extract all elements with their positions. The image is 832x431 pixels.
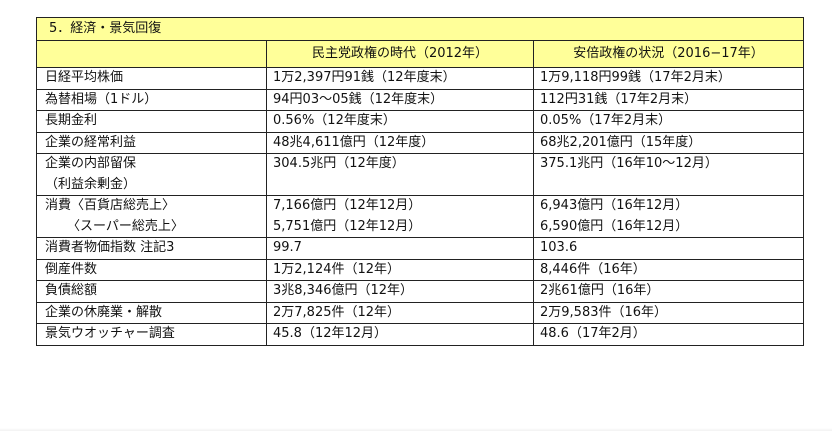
cell-dpj-total-debt: 3兆8,346億円（12年） — [266, 280, 534, 303]
row-label-business-closures: 企業の休廃業・解散 — [36, 301, 267, 324]
row-label-supermarket: 〈スーパー総売上〉 — [67, 218, 184, 234]
cell-abe-nikkei: 1万9,118円99銭（17年2月末） — [532, 67, 805, 90]
table-row: 日経平均株価 1万2,397円91銭（12年度末） 1万9,118円99銭（17… — [36, 67, 805, 90]
cell-dpj-bankruptcies: 1万2,124件（12年） — [266, 258, 534, 281]
row-label-cpi: 消費者物価指数 注記3 — [36, 237, 267, 260]
row-label-retained-earnings-main: 企業の内部留保 — [45, 156, 137, 171]
cell-abe-total-debt: 2兆61億円（16年） — [532, 280, 805, 303]
table-row: 消費〈百貨店総売上〉 〈スーパー総売上〉 7,166億円（12年12月） 5,7… — [36, 195, 805, 238]
cell-abe-exchange-rate: 112円31銭（17年2月末） — [532, 88, 805, 111]
row-label-retained-earnings: 企業の内部留保 （利益余剰金） — [36, 153, 267, 196]
table-row: 長期金利 0.56%（12年度末） 0.05%（17年2月末） — [36, 110, 805, 133]
row-label-bankruptcies: 倒産件数 — [36, 258, 267, 281]
economy-table-sheet: 5．経済・景気回復 民主党政権の時代（2012年） 安倍政権の状況（2016−1… — [35, 17, 805, 346]
cell-abe-department-store: 6,943億円（16年12月） — [540, 198, 689, 213]
cell-dpj-exchange-rate: 94円03〜05銭（12年度末） — [266, 88, 534, 111]
header-dpj-era: 民主党政権の時代（2012年） — [266, 40, 534, 68]
row-label-consumption: 消費〈百貨店総売上〉 〈スーパー総売上〉 — [36, 195, 267, 238]
row-label-total-debt: 負債総額 — [36, 280, 267, 303]
table-row: 企業の内部留保 （利益余剰金） 304.5兆円（12年度） 375.1兆円（16… — [36, 153, 805, 196]
cell-dpj-ordinary-profit: 48兆4,611億円（12年度） — [266, 131, 534, 154]
header-label-cell — [36, 40, 267, 68]
cell-abe-economy-watchers: 48.6（17年2月） — [532, 323, 805, 346]
page-bottom-edge — [0, 428, 832, 431]
economy-comparison-table: 5．経済・景気回復 民主党政権の時代（2012年） 安倍政権の状況（2016−1… — [35, 17, 805, 346]
cell-dpj-consumption: 7,166億円（12年12月） 5,751億円（12年12月） — [266, 195, 534, 238]
cell-abe-long-term-rate: 0.05%（17年2月末） — [532, 110, 805, 133]
table-title-row: 5．経済・景気回復 — [35, 17, 805, 41]
cell-dpj-supermarket: 5,751億円（12年12月） — [273, 218, 422, 234]
row-label-department-store: 消費〈百貨店総売上〉 — [45, 198, 176, 213]
table-row: 為替相場（1ドル） 94円03〜05銭（12年度末） 112円31銭（17年2月… — [36, 88, 805, 111]
row-label-economy-watchers: 景気ウオッチャー調査 — [36, 323, 267, 346]
row-label-long-term-rate: 長期金利 — [36, 110, 267, 133]
row-label-ordinary-profit: 企業の経常利益 — [36, 131, 267, 154]
row-label-retained-earnings-sub: （利益余剰金） — [45, 176, 137, 192]
cell-abe-supermarket: 6,590億円（16年12月） — [540, 218, 689, 234]
cell-dpj-cpi: 99.7 — [266, 237, 534, 260]
cell-dpj-long-term-rate: 0.56%（12年度末） — [266, 110, 534, 133]
section-title: 5．経済・景気回復 — [35, 17, 805, 41]
cell-dpj-nikkei: 1万2,397円91銭（12年度末） — [266, 67, 534, 90]
cell-abe-cpi: 103.6 — [532, 237, 805, 260]
cell-dpj-business-closures: 2万7,825件（12年） — [266, 301, 534, 324]
cell-abe-retained-earnings: 375.1兆円（16年10〜12月） — [532, 153, 805, 196]
cell-dpj-department-store: 7,166億円（12年12月） — [273, 198, 422, 213]
cell-abe-ordinary-profit: 68兆2,201億円（15年度） — [532, 131, 805, 154]
table-row: 倒産件数 1万2,124件（12年） 8,446件（16年） — [36, 258, 805, 281]
table-row: 消費者物価指数 注記3 99.7 103.6 — [36, 237, 805, 260]
cell-abe-business-closures: 2万9,583件（16年） — [532, 301, 805, 324]
table-row: 負債総額 3兆8,346億円（12年） 2兆61億円（16年） — [36, 280, 805, 303]
row-label-exchange-rate: 為替相場（1ドル） — [36, 88, 267, 111]
table-row: 企業の休廃業・解散 2万7,825件（12年） 2万9,583件（16年） — [36, 301, 805, 324]
cell-abe-bankruptcies: 8,446件（16年） — [532, 258, 805, 281]
table-row: 景気ウオッチャー調査 45.8（12年12月） 48.6（17年2月） — [36, 323, 805, 346]
table-row: 企業の経常利益 48兆4,611億円（12年度） 68兆2,201億円（15年度… — [36, 131, 805, 154]
cell-dpj-economy-watchers: 45.8（12年12月） — [266, 323, 534, 346]
row-label-nikkei: 日経平均株価 — [36, 67, 267, 90]
cell-abe-consumption: 6,943億円（16年12月） 6,590億円（16年12月） — [532, 195, 805, 238]
header-abe-era: 安倍政権の状況（2016−17年） — [532, 40, 805, 68]
cell-dpj-retained-earnings: 304.5兆円（12年度） — [266, 153, 534, 196]
table-header-row: 民主党政権の時代（2012年） 安倍政権の状況（2016−17年） — [36, 40, 805, 68]
